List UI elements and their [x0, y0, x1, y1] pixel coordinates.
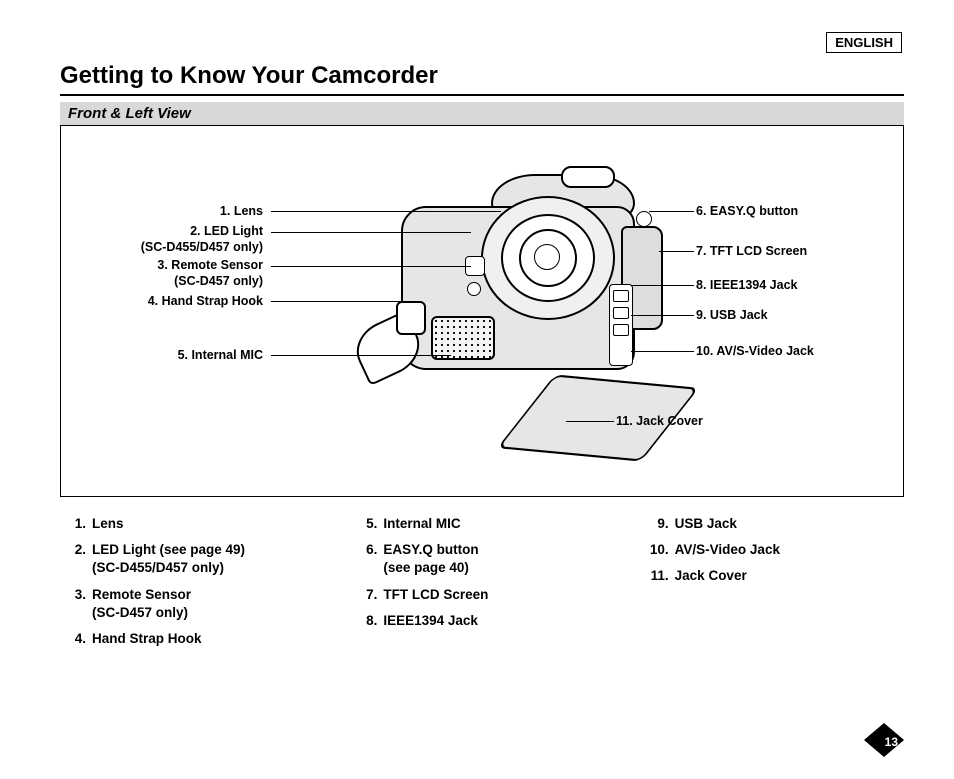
list-item-number: 3. — [60, 586, 92, 622]
leader-line — [271, 266, 471, 267]
lens-center — [534, 244, 560, 270]
list-item-text: LED Light (see page 49)(SC-D455/D457 onl… — [92, 541, 245, 577]
page-number: 13 — [885, 735, 898, 749]
callout-easyq-button: 6. EASY.Q button — [696, 204, 798, 220]
usb-jack — [613, 307, 629, 319]
parts-list-col-2: 5.Internal MIC6.EASY.Q button(see page 4… — [351, 515, 612, 656]
leader-line — [271, 232, 471, 233]
list-item: 1.Lens — [60, 515, 321, 533]
callout-remote-sensor: 3. Remote Sensor (SC-D457 only) — [157, 258, 263, 289]
manual-page: ENGLISH Getting to Know Your Camcorder F… — [0, 0, 954, 779]
easyq-button — [636, 211, 652, 227]
list-item-number: 1. — [60, 515, 92, 533]
leader-line — [271, 355, 451, 356]
list-item-number: 9. — [643, 515, 675, 533]
section-subtitle: Front & Left View — [60, 102, 904, 125]
list-item-text: Lens — [92, 515, 124, 533]
leader-line — [631, 351, 694, 352]
list-item: 5.Internal MIC — [351, 515, 612, 533]
language-badge: ENGLISH — [826, 32, 902, 53]
list-item-text: Jack Cover — [675, 567, 747, 585]
leader-line — [271, 211, 501, 212]
leader-line — [631, 285, 694, 286]
parts-list-col-1: 1.Lens2.LED Light (see page 49)(SC-D455/… — [60, 515, 321, 656]
leader-line — [631, 315, 694, 316]
list-item: 7.TFT LCD Screen — [351, 586, 612, 604]
list-item: 10.AV/S-Video Jack — [643, 541, 904, 559]
list-item-text: AV/S-Video Jack — [675, 541, 780, 559]
callout-av-svideo-jack: 10. AV/S-Video Jack — [696, 344, 814, 360]
parts-list-col-3: 9.USB Jack10.AV/S-Video Jack11.Jack Cove… — [643, 515, 904, 656]
hand-strap-hook — [396, 301, 426, 335]
list-item-text: Hand Strap Hook — [92, 630, 202, 648]
page-title: Getting to Know Your Camcorder — [60, 62, 904, 96]
list-item: 6.EASY.Q button(see page 40) — [351, 541, 612, 577]
callout-internal-mic: 5. Internal MIC — [178, 348, 263, 364]
leader-line — [649, 211, 694, 212]
list-item-number: 5. — [351, 515, 383, 533]
list-item-text: EASY.Q button(see page 40) — [383, 541, 478, 577]
callout-hand-strap-hook: 4. Hand Strap Hook — [148, 294, 263, 310]
av-svideo-jack — [613, 324, 629, 336]
leader-line — [271, 301, 411, 302]
list-item: 4.Hand Strap Hook — [60, 630, 321, 648]
leader-line — [659, 251, 694, 252]
callout-usb-jack: 9. USB Jack — [696, 308, 768, 324]
list-item-number: 10. — [643, 541, 675, 559]
list-item-number: 8. — [351, 612, 383, 630]
callout-lens: 1. Lens — [220, 204, 263, 220]
camcorder-zoom-lever — [561, 166, 615, 188]
list-item-number: 6. — [351, 541, 383, 577]
list-item: 3.Remote Sensor(SC-D457 only) — [60, 586, 321, 622]
list-item: 8.IEEE1394 Jack — [351, 612, 612, 630]
remote-sensor — [467, 282, 481, 296]
list-item: 11.Jack Cover — [643, 567, 904, 585]
callout-ieee1394-jack: 8. IEEE1394 Jack — [696, 278, 797, 294]
callout-tft-lcd-screen: 7. TFT LCD Screen — [696, 244, 807, 260]
list-item-number: 11. — [643, 567, 675, 585]
list-item-number: 4. — [60, 630, 92, 648]
diagram-container: 1. Lens 2. LED Light (SC-D455/D457 only)… — [60, 125, 904, 497]
callout-led-light: 2. LED Light (SC-D455/D457 only) — [141, 224, 263, 255]
list-item-text: IEEE1394 Jack — [383, 612, 478, 630]
internal-mic — [431, 316, 495, 360]
leader-line — [566, 421, 614, 422]
list-item-text: Remote Sensor(SC-D457 only) — [92, 586, 191, 622]
list-item-number: 7. — [351, 586, 383, 604]
jack-panel — [609, 284, 633, 366]
list-item-number: 2. — [60, 541, 92, 577]
ieee1394-jack — [613, 290, 629, 302]
list-item: 9.USB Jack — [643, 515, 904, 533]
list-item-text: Internal MIC — [383, 515, 460, 533]
list-item: 2.LED Light (see page 49)(SC-D455/D457 o… — [60, 541, 321, 577]
callout-jack-cover: 11. Jack Cover — [616, 414, 703, 430]
list-item-text: USB Jack — [675, 515, 737, 533]
parts-list-columns: 1.Lens2.LED Light (see page 49)(SC-D455/… — [60, 515, 904, 656]
list-item-text: TFT LCD Screen — [383, 586, 488, 604]
